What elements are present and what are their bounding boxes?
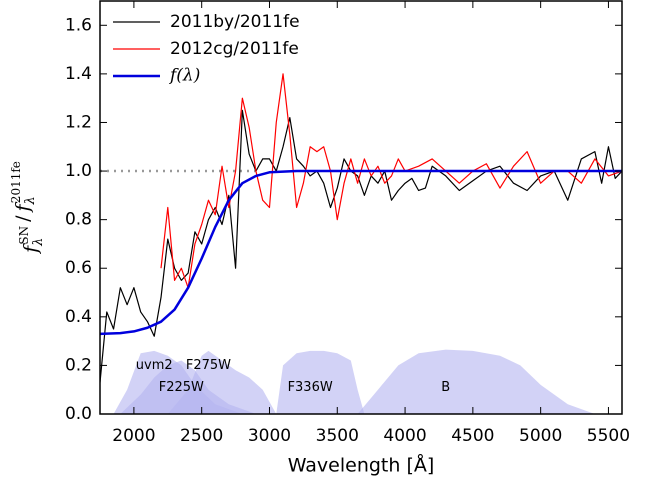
x-tick-label: 3000 <box>248 426 291 446</box>
filter-area <box>357 349 595 414</box>
x-axis-label: Wavelength [Å] <box>288 454 435 477</box>
x-tick-label: 5000 <box>519 426 562 446</box>
y-tick-label: 1.4 <box>65 64 92 84</box>
x-tick-label: 2500 <box>180 426 223 446</box>
ylabel-sub: λ <box>31 238 46 247</box>
plot-frame <box>99 0 623 415</box>
legend-label: f(λ) <box>168 66 200 86</box>
filter-label: F336W <box>288 380 333 395</box>
x-tick-label: 4500 <box>451 426 494 446</box>
filter-label: F225W <box>159 380 204 395</box>
ylabel-base: f <box>20 243 42 255</box>
ylabel-sup: 2011fe <box>9 161 23 203</box>
series-line <box>100 109 622 383</box>
y-tick-label: 0.8 <box>65 210 92 230</box>
x-tick-label: 2000 <box>112 426 155 446</box>
legend-label: 2012cg/2011fe <box>170 39 299 59</box>
y-tick-label: 1.2 <box>65 112 92 132</box>
ylabel-sub: λ <box>23 196 38 205</box>
y-tick-label: 0.6 <box>65 258 92 278</box>
legend-label: 2011by/2011fe <box>170 12 300 32</box>
series-line <box>100 169 622 336</box>
ylabel-base: f <box>12 201 34 213</box>
x-tick-label: 5500 <box>587 426 630 446</box>
filter-layer <box>113 349 595 414</box>
y-axis-label: fλSN/fλ2011fe <box>9 161 46 255</box>
filter-label: B <box>441 380 450 395</box>
x-tick-label: 4000 <box>383 426 426 446</box>
series-layer <box>100 73 622 383</box>
filter-label: uvm2 <box>136 358 173 373</box>
y-tick-label: 0.4 <box>65 307 92 327</box>
filter-area <box>276 350 365 414</box>
x-tick-label: 3500 <box>316 426 359 446</box>
ylabel-sep: / <box>12 215 34 222</box>
ylabel-sup: SN <box>17 226 31 245</box>
y-tick-label: 0.2 <box>65 355 92 375</box>
filter-area <box>167 350 277 414</box>
axes-layer: uvm2 F225W F275W F336W B 2000 2500 3000 3500 4000… <box>65 0 630 446</box>
filter-label: F275W <box>186 358 231 373</box>
y-tick-label: 1.6 <box>65 15 92 35</box>
y-tick-label: 0.0 <box>65 404 92 424</box>
series-line <box>160 73 622 289</box>
y-tick-label: 1.0 <box>65 161 92 181</box>
